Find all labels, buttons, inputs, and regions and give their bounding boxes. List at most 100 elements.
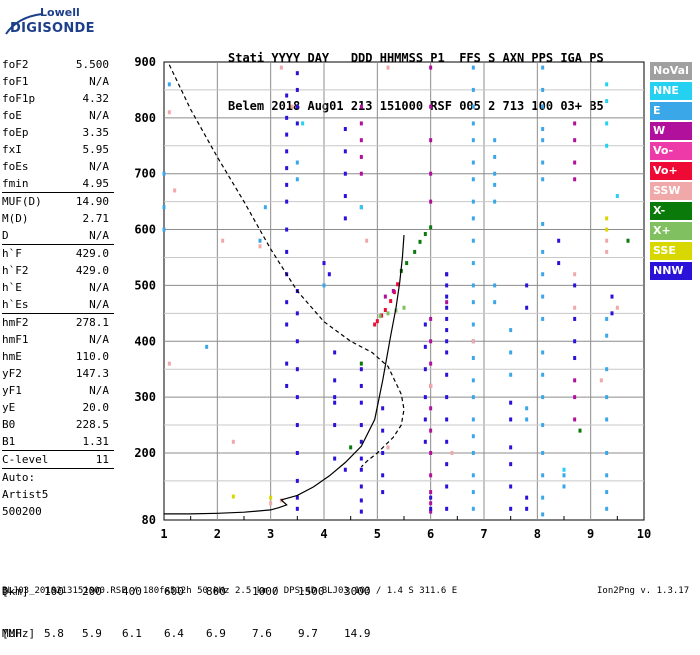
y-tick-label: 500: [134, 278, 156, 292]
param-separator: [2, 244, 114, 245]
digisonde-logo: Lowell DIGISONDE: [4, 6, 116, 42]
row-value: 5.8: [44, 627, 64, 640]
echo-point: [541, 249, 545, 254]
echo-point: [359, 439, 363, 444]
echo-point: [343, 149, 347, 154]
row-value: 6.1: [122, 627, 142, 640]
echo-point: [285, 249, 289, 254]
echo-point: [509, 417, 513, 422]
echo-point: [333, 350, 337, 355]
echo-point: [525, 417, 529, 422]
echo-point: [413, 249, 417, 254]
param-label: foEs: [2, 160, 29, 173]
echo-point: [429, 501, 433, 506]
echo-point: [381, 473, 385, 478]
param-value: N/A: [89, 384, 109, 397]
param-value: 11: [95, 453, 109, 466]
echo-point: [429, 138, 433, 143]
version-footer: Ion2Png v. 1.3.17: [597, 586, 690, 596]
echo-point: [578, 428, 582, 433]
echo-point: [429, 361, 433, 366]
echo-point: [391, 289, 395, 293]
param-value: 5.500: [75, 58, 109, 71]
echo-point: [429, 199, 433, 204]
echo-point: [573, 316, 577, 321]
param-row: hmF1 N/A: [2, 331, 114, 348]
echo-point: [605, 490, 609, 495]
echo-point: [359, 400, 363, 405]
echo-point: [445, 300, 449, 305]
param-label: C-level: [2, 453, 49, 466]
echo-point: [450, 450, 454, 455]
echo-point: [322, 261, 326, 266]
param-value: 110.0: [75, 350, 109, 363]
echo-point: [285, 322, 289, 327]
logo-text-bottom: DIGISONDE: [10, 21, 95, 36]
echo-point: [471, 216, 475, 221]
virtual-height-trace-line: [164, 235, 405, 515]
echo-point: [295, 339, 299, 344]
echo-point: [525, 283, 529, 288]
param-label: h`E: [2, 281, 22, 294]
echo-point: [429, 450, 433, 455]
echo-point: [423, 322, 427, 327]
polarization-legend: NoVal NNE E W Vo- Vo+ SSW X- X+ SSE NNW: [650, 62, 692, 282]
echo-point: [509, 462, 513, 467]
muf-distance-table: D 100 200 400 600 800 1000 1500 3000 [km] MUF 5.8 5…: [2, 557, 371, 655]
param-label: foF2: [2, 58, 29, 71]
echo-point: [445, 417, 449, 422]
echo-point: [221, 238, 225, 243]
echo-point: [285, 182, 289, 187]
row-value: 1500: [298, 585, 325, 598]
echo-point: [541, 473, 545, 478]
param-value: 2.71: [82, 212, 110, 225]
echo-point: [471, 65, 475, 70]
logo-text-top: Lowell: [40, 6, 80, 19]
x-tick-label: 9: [587, 527, 594, 541]
echo-point: [493, 171, 497, 176]
echo-point: [167, 110, 171, 115]
x-tick-label: 10: [637, 527, 651, 541]
echo-point: [359, 456, 363, 461]
echo-point: [509, 445, 513, 450]
echo-point: [573, 395, 577, 400]
echo-point: [173, 188, 177, 193]
echo-point: [605, 143, 609, 148]
echo-point: [541, 372, 545, 377]
param-value: 429.0: [75, 247, 109, 260]
echo-point: [445, 484, 449, 489]
param-row: foF2 5.500: [2, 56, 114, 73]
echo-point: [301, 121, 305, 126]
echo-point: [365, 238, 369, 243]
param-value: 278.1: [75, 316, 109, 329]
echo-point: [573, 177, 577, 182]
echo-point: [541, 350, 545, 355]
row-value: 9.7: [298, 627, 318, 640]
param-row: D N/A: [2, 227, 114, 244]
echo-point: [359, 498, 363, 503]
ionogram-plot: 1 2 3 4 5 6 7 8 9 10 80 200 300 400 500 600 700 800 900: [134, 55, 651, 541]
param-value: 147.3: [75, 367, 109, 380]
row-value: 100: [44, 585, 64, 598]
echo-point: [295, 506, 299, 511]
legend-item: X-: [650, 202, 692, 220]
echo-point: [541, 450, 545, 455]
echo-point: [285, 300, 289, 305]
legend-item: NNW: [650, 262, 692, 280]
echo-point: [573, 160, 577, 165]
echo-point: [541, 87, 545, 92]
echo-point: [285, 132, 289, 137]
true-height-profile-line: [168, 64, 405, 468]
echo-point: [423, 232, 427, 237]
echo-point: [610, 311, 614, 316]
echo-point: [509, 400, 513, 405]
param-row: yF2 147.3: [2, 365, 114, 382]
echo-point: [541, 104, 545, 109]
echo-point: [423, 439, 427, 444]
param-value: 1.31: [82, 435, 110, 448]
echo-point: [541, 65, 545, 70]
echo-point: [429, 383, 433, 388]
echo-point: [295, 423, 299, 428]
echo-point: [493, 199, 497, 204]
echo-point: [471, 261, 475, 266]
